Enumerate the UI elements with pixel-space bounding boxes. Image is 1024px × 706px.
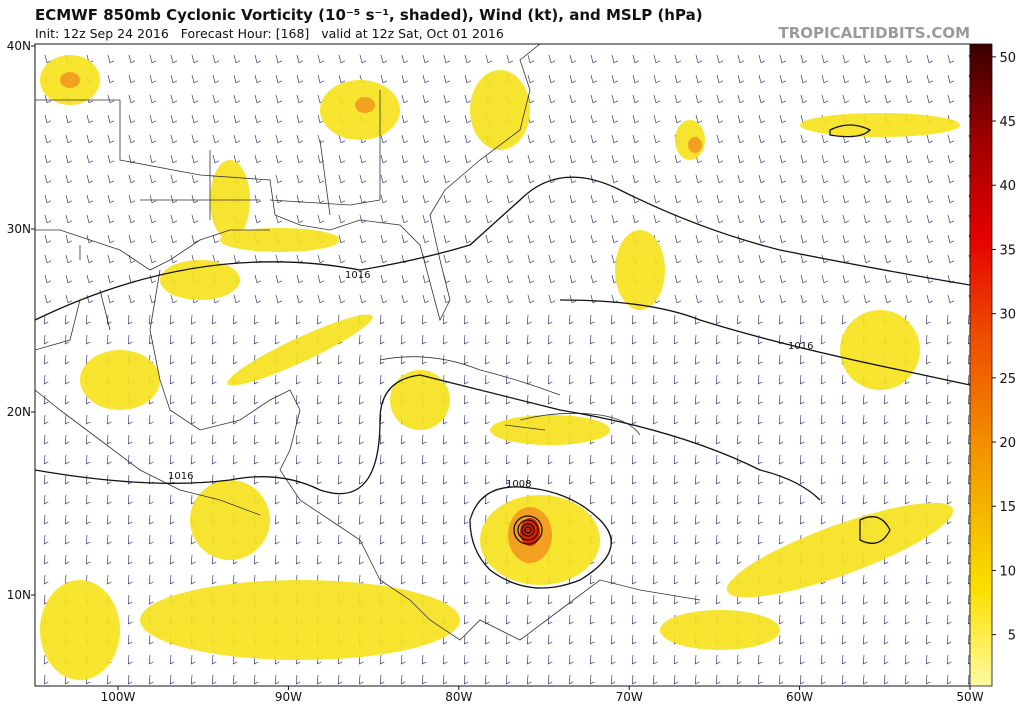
- colorbar-label: 40: [999, 179, 1016, 194]
- map-area: 1016 1016 1016 1008: [35, 44, 970, 686]
- isobar-label: 1016: [345, 270, 370, 281]
- coastlines: [35, 44, 701, 641]
- lat-label: 40N: [7, 39, 31, 53]
- axis-labels: 40N 30N 20N 10N 100W 90W 80W 70W 60W 50W 5 10 15 20 25…: [7, 39, 1016, 704]
- lon-label: 60W: [786, 690, 813, 704]
- isobar-label: 1016: [168, 471, 193, 482]
- lat-label: 10N: [7, 588, 31, 602]
- colorbar-label: 30: [999, 308, 1016, 323]
- colorbar-label: 25: [999, 372, 1016, 387]
- init-line: Init: 12z Sep 24 2016 Forecast Hour: [16…: [35, 26, 504, 41]
- colorbar-label: 45: [999, 115, 1016, 130]
- lat-label: 20N: [7, 405, 31, 419]
- colorbar-label: 10: [999, 564, 1016, 579]
- isobar-label: 1008: [506, 479, 531, 490]
- colorbar-label: 20: [999, 436, 1016, 451]
- colorbar-label: 5: [1008, 629, 1016, 644]
- colorbar: [969, 43, 993, 687]
- lon-label: 90W: [275, 690, 302, 704]
- lon-label: 50W: [956, 690, 983, 704]
- lon-label: 70W: [616, 690, 643, 704]
- lon-label: 100W: [101, 690, 136, 704]
- colorbar-label: 35: [999, 243, 1016, 258]
- lat-label: 30N: [7, 222, 31, 236]
- watermark: TROPICALTIDBITS.COM: [779, 24, 971, 42]
- isobars: [35, 124, 970, 589]
- lon-label: 80W: [445, 690, 472, 704]
- isobar-label: 1016: [788, 341, 813, 352]
- colorbar-label: 50: [999, 51, 1016, 66]
- colorbar-label: 15: [999, 500, 1016, 515]
- title: ECMWF 850mb Cyclonic Vorticity (10⁻⁵ s⁻¹…: [35, 6, 703, 24]
